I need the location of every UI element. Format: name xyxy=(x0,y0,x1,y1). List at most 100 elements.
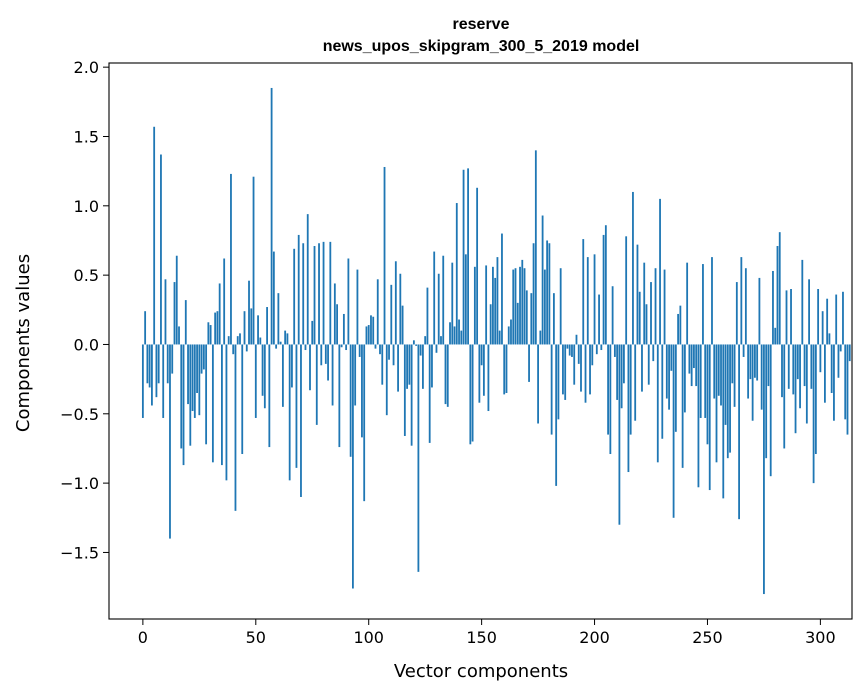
y-axis-label: Components values xyxy=(13,254,34,432)
bar-234 xyxy=(670,344,673,371)
bar-199 xyxy=(591,344,594,366)
bar-223 xyxy=(645,304,648,345)
bar-295 xyxy=(808,279,810,345)
bar-51 xyxy=(257,315,259,345)
bar-304 xyxy=(828,333,831,345)
bar-283 xyxy=(781,344,783,398)
bar-280 xyxy=(774,327,777,345)
x-axis-label: Vector components xyxy=(394,661,568,682)
bar-2 xyxy=(146,344,149,384)
bar-231 xyxy=(663,269,666,345)
bar-227 xyxy=(654,268,657,345)
bar-34 xyxy=(218,283,221,345)
bar-210 xyxy=(616,344,619,400)
bar-148 xyxy=(476,187,479,345)
bar-31 xyxy=(211,344,214,463)
bar-15 xyxy=(175,255,178,345)
bar-236 xyxy=(674,344,677,432)
y-tick-label: −1.0 xyxy=(60,474,99,493)
bar-96 xyxy=(358,344,361,357)
bar-233 xyxy=(668,344,670,410)
bar-42 xyxy=(236,336,239,345)
bar-177 xyxy=(541,215,544,345)
bar-274 xyxy=(760,344,763,410)
bar-287 xyxy=(790,289,792,345)
bar-123 xyxy=(419,344,422,356)
bar-289 xyxy=(794,344,797,434)
bar-300 xyxy=(819,344,822,373)
bar-30 xyxy=(209,325,212,345)
bar-308 xyxy=(837,344,840,378)
bar-14 xyxy=(173,282,176,345)
bar-190 xyxy=(571,344,573,357)
bar-302 xyxy=(824,344,826,403)
bar-0 xyxy=(141,344,144,418)
bar-47 xyxy=(248,280,250,345)
bar-251 xyxy=(708,344,711,491)
chart-title: reserve xyxy=(453,16,510,33)
bar-90 xyxy=(345,344,348,351)
bar-146 xyxy=(471,344,474,442)
bar-225 xyxy=(650,282,652,345)
bar-204 xyxy=(602,234,605,345)
bar-23 xyxy=(193,344,196,418)
bar-27 xyxy=(202,344,205,370)
bar-307 xyxy=(835,294,838,345)
bar-306 xyxy=(833,344,835,421)
x-tick-label: 200 xyxy=(579,628,610,647)
bar-207 xyxy=(609,344,612,455)
bar-161 xyxy=(505,344,508,393)
bar-54 xyxy=(263,344,266,409)
bar-6 xyxy=(155,344,158,398)
bar-19 xyxy=(184,300,187,345)
bar-116 xyxy=(403,344,406,436)
bar-140 xyxy=(458,319,460,345)
bar-246 xyxy=(697,344,700,488)
bar-160 xyxy=(503,344,506,395)
bar-237 xyxy=(677,313,680,345)
bar-38 xyxy=(227,336,230,345)
bar-263 xyxy=(735,282,738,345)
bar-268 xyxy=(747,344,750,399)
bar-139 xyxy=(455,203,458,345)
bar-29 xyxy=(207,322,210,345)
bar-11 xyxy=(166,344,169,384)
bar-220 xyxy=(638,291,641,345)
bar-185 xyxy=(559,268,562,345)
bar-62 xyxy=(281,344,284,407)
chart-subtitle: news_upos_skipgram_300_5_2019 model xyxy=(323,38,640,55)
bar-272 xyxy=(756,344,759,381)
bar-78 xyxy=(318,243,320,345)
bar-120 xyxy=(412,340,415,345)
bar-189 xyxy=(568,344,571,356)
bar-133 xyxy=(442,255,445,345)
y-tick-label: 1.0 xyxy=(74,197,99,216)
bar-49 xyxy=(252,176,255,345)
bar-243 xyxy=(690,344,693,387)
bar-100 xyxy=(367,325,370,345)
bar-52 xyxy=(259,337,262,345)
bar-214 xyxy=(625,236,628,345)
bar-3 xyxy=(148,344,151,388)
bar-66 xyxy=(291,344,293,388)
bar-20 xyxy=(187,344,189,405)
bar-258 xyxy=(724,344,727,425)
bar-298 xyxy=(814,344,817,455)
bar-181 xyxy=(550,344,553,435)
bar-288 xyxy=(792,344,795,395)
bar-95 xyxy=(356,269,359,345)
bar-114 xyxy=(399,273,402,345)
bar-97 xyxy=(361,344,363,438)
bar-130 xyxy=(435,344,438,353)
bar-278 xyxy=(769,344,772,477)
bar-186 xyxy=(562,344,564,395)
bar-45 xyxy=(243,311,246,345)
bar-200 xyxy=(593,254,596,345)
bar-203 xyxy=(600,344,603,351)
bar-102 xyxy=(372,316,375,345)
bar-87 xyxy=(338,344,341,448)
bar-178 xyxy=(543,269,546,345)
bar-309 xyxy=(839,344,842,352)
x-tick-label: 100 xyxy=(353,628,384,647)
y-tick-label: 1.5 xyxy=(74,127,99,146)
